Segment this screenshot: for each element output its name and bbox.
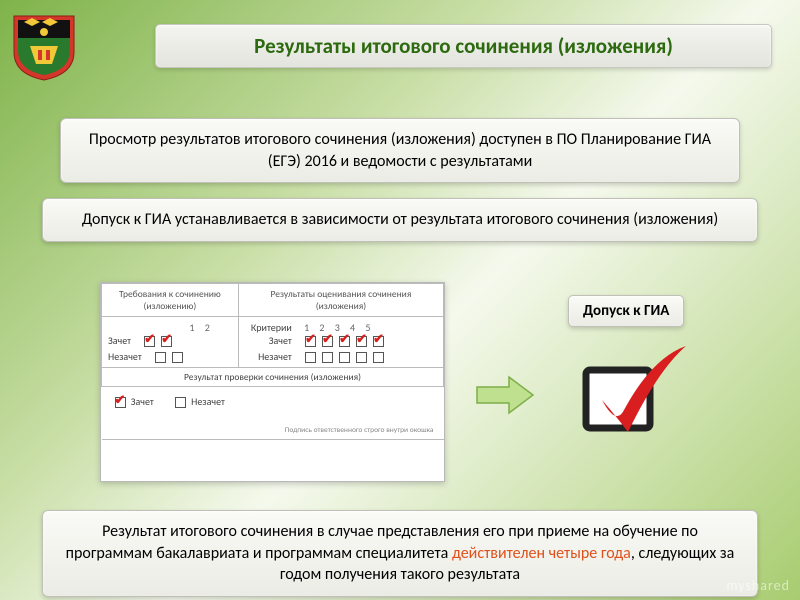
checkbox-icon — [373, 352, 384, 363]
checkbox-icon — [161, 336, 172, 347]
info-box-validity: Результат итогового сочинения в случае п… — [42, 510, 758, 597]
checkbox-icon — [373, 336, 384, 347]
evaluation-form-sample: Требования к сочинению (изложению) Резул… — [100, 282, 445, 482]
checkbox-icon — [305, 352, 316, 363]
checkbox-icon — [115, 397, 126, 408]
checkbox-icon — [172, 352, 183, 363]
checkbox-icon — [322, 352, 333, 363]
checkbox-icon — [322, 336, 333, 347]
form-header-requirements: Требования к сочинению (изложению) — [102, 284, 239, 317]
region-coat-of-arms — [12, 12, 76, 82]
checkbox-icon — [339, 352, 350, 363]
checkbox-icon — [356, 352, 367, 363]
info-box-admission: Допуск к ГИА устанавливается в зависимос… — [42, 198, 758, 242]
checkbox-icon — [356, 336, 367, 347]
page-title: Результаты итогового сочинения (изложени… — [155, 24, 772, 68]
watermark: myshared — [726, 577, 790, 594]
form-header-results: Результаты оценивания сочинения (изложен… — [238, 284, 443, 317]
badge-admission-gia: Допуск к ГИА — [568, 295, 684, 327]
checkmark-graphic — [572, 340, 692, 440]
checkbox-icon — [305, 336, 316, 347]
checkbox-icon — [155, 352, 166, 363]
info-box-viewing-results: Просмотр результатов итогового сочинения… — [60, 118, 740, 183]
checkbox-icon — [144, 336, 155, 347]
checkbox-icon — [175, 397, 186, 408]
form-section-result: Результат проверки сочинения (изложения) — [102, 368, 444, 387]
arrow-right-icon — [475, 375, 535, 415]
checkbox-icon — [339, 336, 350, 347]
